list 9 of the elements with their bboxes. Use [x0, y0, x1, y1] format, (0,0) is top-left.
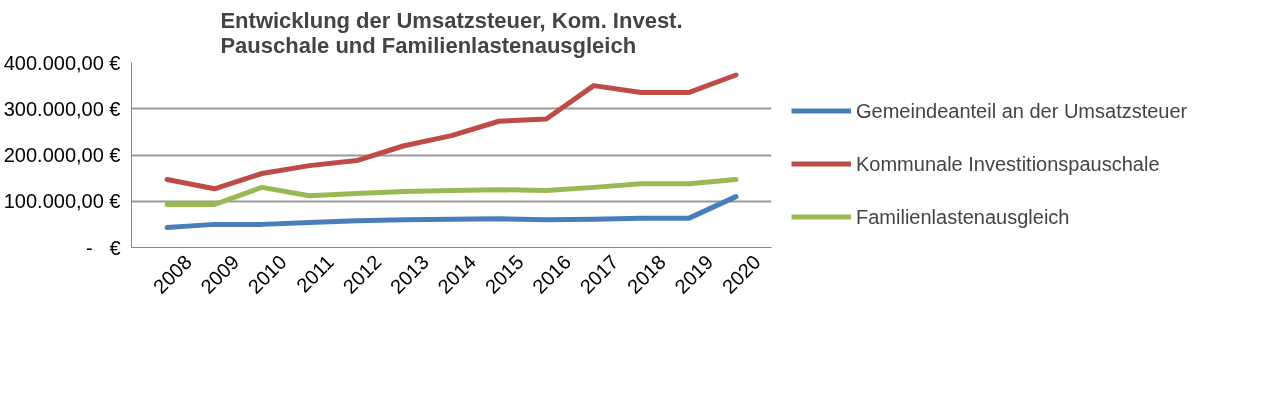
chart-title: Entwicklung der Umsatzsteuer, Kom. Invest. Pauschale und Familienlastenausgleich: [220, 7, 683, 58]
legend-label: Familienlastenausgleich: [856, 205, 1070, 228]
y-tick-label: 300.000,00 €: [3, 97, 121, 120]
y-tick-label: 100.000,00 €: [3, 190, 121, 213]
y-tick-label: - €: [86, 236, 121, 259]
legend-label: Gemeindeanteil an der Umsatzsteuer: [856, 99, 1188, 122]
legend-label: Kommunale Investitionspauschale: [856, 152, 1160, 175]
y-tick-label: 200.000,00 €: [3, 144, 121, 166]
y-tick-label: 400.000,00 €: [3, 51, 121, 74]
